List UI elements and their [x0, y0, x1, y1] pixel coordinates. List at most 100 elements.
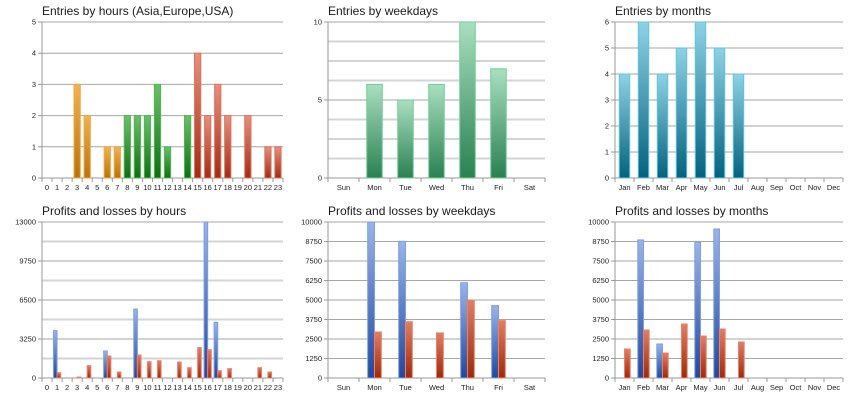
x-tick-label: Nov [808, 183, 822, 192]
x-tick-label: Sun [337, 183, 350, 192]
x-tick-label: 14 [183, 383, 191, 392]
x-tick-label: 2 [65, 183, 69, 192]
y-tick-label: 2500 [305, 335, 322, 344]
x-tick-label: Jan [618, 183, 630, 192]
x-tick-label: Nov [808, 383, 822, 392]
x-tick-label: Apr [676, 383, 688, 392]
x-tick-label: 22 [264, 383, 272, 392]
y-tick-label: 0 [605, 174, 609, 183]
y-tick-label: 3 [605, 96, 609, 105]
y-tick-label: 6500 [19, 296, 36, 305]
bar-losses-15 [197, 347, 202, 379]
bar-profits-6 [103, 350, 108, 379]
chart-entries-by-weekdays: Entries by weekdays 0 5 10 Sun Mon Tue Wed Thu F… [314, 4, 546, 192]
chart-title: Entries by weekdays [328, 4, 438, 18]
y-tick-label: 10000 [301, 218, 322, 227]
x-tick-label: Jun [713, 183, 725, 192]
bar-15 [194, 52, 202, 179]
bar-losses-14 [187, 367, 192, 379]
x-tick-label: Tue [399, 383, 412, 392]
x-tick-label: 7 [115, 183, 119, 192]
y-tick-label: 0 [32, 174, 36, 183]
bar-profits-9 [133, 308, 138, 379]
x-tick-label: 4 [85, 183, 89, 192]
x-tick-label: Feb [637, 183, 650, 192]
x-tick-label: Sat [524, 383, 536, 392]
x-tick-label: 10 [143, 383, 151, 392]
bar-losses-Fri [498, 320, 506, 379]
bar-22 [264, 146, 272, 179]
y-tick-label: 1250 [592, 354, 609, 363]
bar-9 [133, 115, 142, 179]
x-tick-label: Dec [827, 183, 841, 192]
x-tick-label: 22 [264, 183, 272, 192]
chart-title: Entries by hours (Asia,Europe,USA) [42, 4, 233, 18]
bar-Apr [675, 47, 688, 179]
x-tick-label: Wed [429, 383, 444, 392]
x-tick-label: 16 [204, 383, 212, 392]
y-tick-label: 5 [318, 96, 322, 105]
y-tick-label: 0 [318, 174, 322, 183]
bar-10 [143, 115, 152, 179]
x-tick-label: 6 [105, 383, 109, 392]
bar-losses-9 [136, 354, 142, 379]
x-tick-label: Sep [770, 383, 783, 392]
x-tick-label: Jan [618, 383, 630, 392]
x-tick-label: 3 [75, 183, 79, 192]
x-tick-label: 9 [135, 183, 139, 192]
y-tick-label: 3750 [305, 315, 322, 324]
x-tick-label: 0 [45, 183, 49, 192]
x-tick-label: Thu [461, 183, 474, 192]
chart-entries-by-hours: Entries by hours (Asia,Europe,USA) 01234… [32, 4, 284, 192]
x-tick-label: Jun [713, 383, 725, 392]
x-tick-label: Mon [367, 183, 382, 192]
bar-7 [113, 146, 121, 179]
x-tick-label: 14 [183, 183, 191, 192]
bar-profits-Mar [656, 343, 663, 379]
x-tick-label: Mar [656, 183, 669, 192]
bar-profits-1 [52, 330, 58, 379]
x-tick-label: 8 [125, 183, 129, 192]
x-tick-label: 6 [105, 183, 109, 192]
bar-profits-Feb [637, 239, 644, 379]
x-tick-label: 5 [95, 183, 99, 192]
bar-profits-17 [213, 321, 219, 379]
bar-losses-Tue [405, 321, 413, 379]
bar-losses-Mar [662, 352, 669, 379]
bar-Thu [459, 21, 476, 179]
x-tick-label: 10 [143, 183, 151, 192]
bar-Feb [637, 21, 650, 179]
x-tick-label: Apr [676, 183, 688, 192]
y-tick-label: 2 [32, 111, 36, 120]
x-tick-label: 1 [55, 183, 59, 192]
bar-losses-7 [116, 371, 122, 379]
x-tick-label: Aug [751, 383, 764, 392]
bar-Fri [490, 68, 507, 179]
bar-losses-Wed [436, 332, 444, 379]
x-tick-label: May [693, 183, 707, 192]
x-tick-label: 23 [274, 383, 282, 392]
x-tick-label: 11 [154, 183, 162, 192]
x-tick-label: 13 [173, 183, 181, 192]
bar-losses-Jul [738, 341, 745, 379]
y-tick-label: 5000 [592, 296, 609, 305]
y-tick-label: 8750 [592, 237, 609, 246]
x-tick-label: 18 [224, 383, 232, 392]
x-tick-label: Oct [790, 383, 803, 392]
bar-losses-13 [177, 361, 182, 379]
y-tick-label: 1250 [305, 354, 322, 363]
x-tick-label: 1 [55, 383, 59, 392]
bar-Jun [713, 47, 726, 179]
x-tick-label: Aug [751, 183, 764, 192]
bar-losses-Jun [719, 328, 726, 379]
x-tick-label: Wed [429, 183, 444, 192]
y-tick-label: 5000 [305, 296, 322, 305]
y-tick-label: 13000 [15, 218, 36, 227]
y-tick-label: 7500 [305, 257, 322, 266]
bar-profits-May [694, 241, 701, 379]
bar-losses-1 [56, 372, 62, 379]
x-tick-label: 20 [244, 383, 252, 392]
x-tick-label: 12 [163, 183, 171, 192]
x-tick-label: 15 [193, 383, 201, 392]
